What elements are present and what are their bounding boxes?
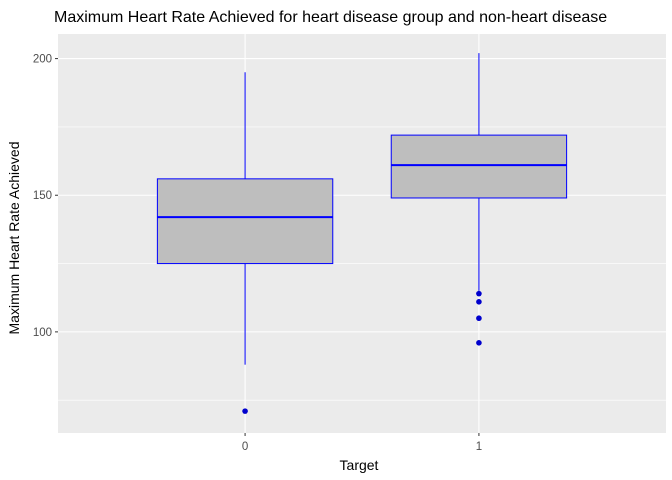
x-tick-label: 0	[242, 441, 248, 453]
chart-title: Maximum Heart Rate Achieved for heart di…	[54, 9, 607, 26]
box-iqr	[156, 178, 334, 265]
outlier-point	[476, 315, 482, 322]
panel-background	[58, 34, 666, 433]
x-tick-label: 1	[476, 441, 482, 453]
outlier-point	[242, 408, 248, 414]
box-iqr	[390, 134, 568, 199]
outlier-point	[476, 299, 482, 305]
y-axis-ticks: 100 150 200	[33, 54, 58, 339]
box-group-0	[156, 72, 334, 414]
x-axis-title: Target	[340, 457, 379, 473]
y-tick-label: 200	[33, 54, 52, 66]
box-group-1	[390, 53, 568, 346]
y-tick-label: 100	[33, 327, 52, 339]
boxes-layer	[156, 53, 568, 414]
outlier-point	[476, 290, 482, 297]
outlier-point	[476, 340, 482, 346]
y-tick-label: 150	[33, 190, 52, 202]
y-axis-title: Maximum Heart Rate Achieved	[6, 142, 22, 335]
